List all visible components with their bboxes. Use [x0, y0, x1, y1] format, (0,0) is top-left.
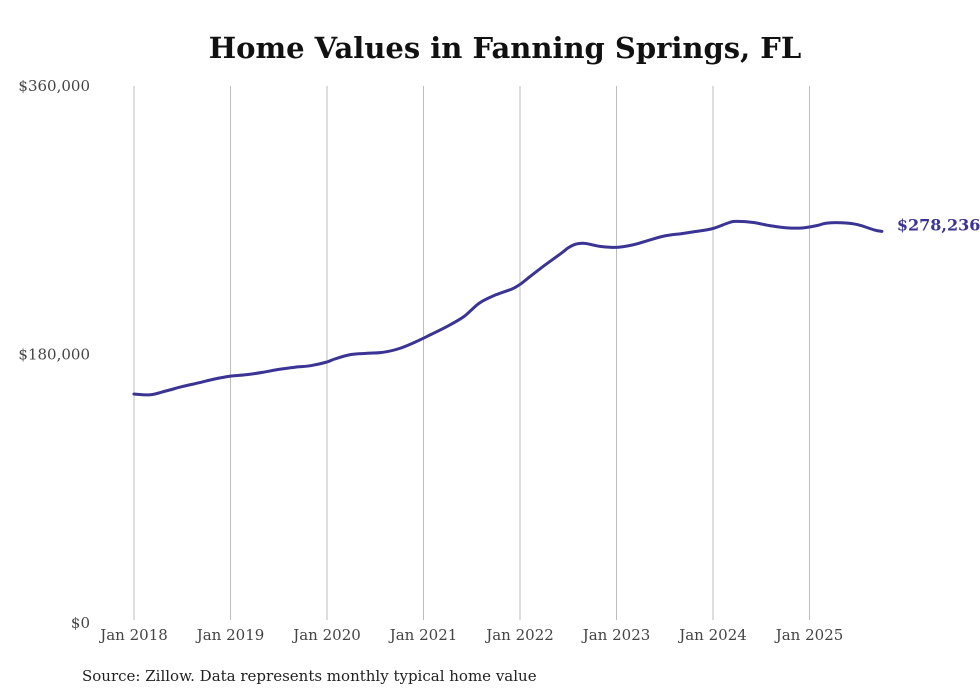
- x-tick-label: Jan 2020: [291, 626, 361, 644]
- x-tick-label: Jan 2019: [195, 626, 265, 644]
- x-tick-label: Jan 2025: [774, 626, 844, 644]
- x-tick-label: Jan 2022: [484, 626, 554, 644]
- x-tick-label: Jan 2024: [677, 626, 747, 644]
- source-note: Source: Zillow. Data represents monthly …: [82, 667, 537, 685]
- y-tick-label: $360,000: [18, 77, 90, 95]
- x-tick-label: Jan 2021: [388, 626, 458, 644]
- series-line-0: [132, 219, 884, 397]
- series-end-label: $278,236: [897, 215, 980, 234]
- x-tick-label: Jan 2023: [581, 626, 651, 644]
- series-group: $278,236: [132, 215, 980, 397]
- y-tick-label: $0: [71, 614, 90, 632]
- x-axis: Jan 2018 Jan 2019 Jan 2020 Jan 2021 Jan 2022…: [98, 626, 843, 644]
- chart-title: Home Values in Fanning Springs, FL: [209, 31, 802, 65]
- x-tick-label: Jan 2018: [98, 626, 168, 644]
- y-tick-label: $180,000: [18, 346, 90, 364]
- y-axis: $0 $180,000 $360,000: [18, 77, 90, 632]
- gridlines: [133, 86, 810, 620]
